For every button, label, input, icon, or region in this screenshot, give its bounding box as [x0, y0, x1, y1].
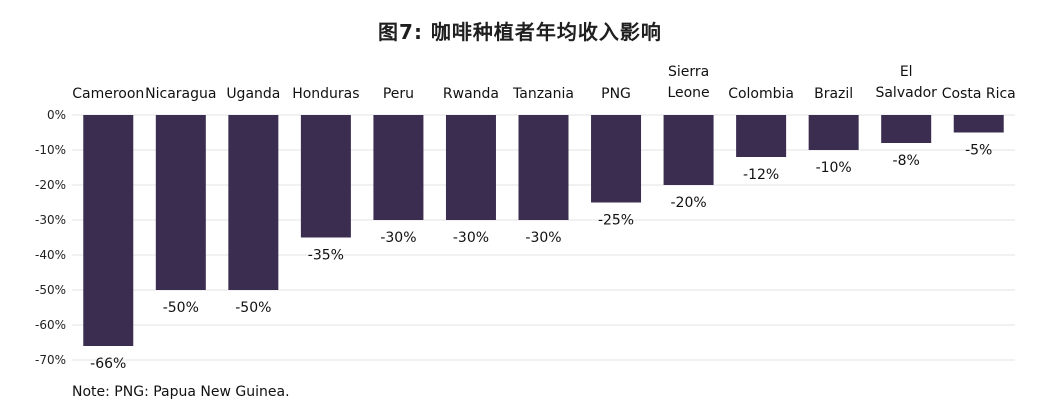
data-label: -10%: [816, 160, 852, 176]
category-label: Brazil: [814, 86, 853, 102]
data-label: -8%: [893, 153, 920, 169]
data-label: -30%: [525, 230, 561, 246]
category-label: Nicaragua: [145, 86, 216, 102]
category-label: Rwanda: [443, 86, 499, 102]
data-label: -66%: [90, 356, 126, 372]
category-labels: Cameroon Nicaragua Uganda Honduras Peru Rwand…: [72, 64, 1016, 102]
category-label: Sierra: [668, 64, 709, 80]
bar: [591, 115, 642, 203]
bar: [445, 115, 496, 220]
data-labels: -66% -50% -50% -35% -30% -30% -30% -25% -20% -12%…: [90, 143, 992, 373]
y-tick-label: -40%: [35, 248, 66, 262]
data-label: -50%: [235, 300, 271, 316]
data-label: -20%: [670, 195, 706, 211]
bars: [83, 115, 1004, 346]
category-label: Uganda: [226, 86, 280, 102]
bar: [881, 115, 932, 143]
data-label: -35%: [308, 248, 344, 264]
category-label: PNG: [601, 86, 631, 102]
data-label: -30%: [380, 230, 416, 246]
bar: [953, 115, 1004, 133]
footnote: Note: PNG: Papua New Guinea.: [72, 384, 290, 400]
y-tick-label: -10%: [35, 143, 66, 157]
bar: [228, 115, 279, 290]
y-tick-label: -30%: [35, 213, 66, 227]
data-label: -12%: [743, 167, 779, 183]
data-label: -30%: [453, 230, 489, 246]
category-label: Honduras: [292, 86, 359, 102]
category-label: Salvador: [875, 85, 937, 101]
category-label: Cameroon: [72, 86, 144, 102]
bar: [663, 115, 714, 185]
data-label: -50%: [163, 300, 199, 316]
bar: [736, 115, 787, 157]
y-tick-label: -50%: [35, 283, 66, 297]
category-label: Tanzania: [512, 86, 574, 102]
bar: [373, 115, 424, 220]
y-tick-label: 0%: [47, 108, 66, 122]
y-tick-label: -60%: [35, 318, 66, 332]
category-label: Peru: [383, 86, 414, 102]
y-tick-label: -20%: [35, 178, 66, 192]
y-axis-ticks: 0% -10% -20% -30% -40% -50% -60% -70%: [35, 108, 66, 367]
bar: [83, 115, 134, 346]
data-label: -25%: [598, 213, 634, 229]
y-tick-label: -70%: [35, 353, 66, 367]
category-label: El: [900, 64, 913, 80]
bar: [300, 115, 351, 238]
chart-title: 图7: 咖啡种植者年均收入影响: [378, 20, 662, 44]
category-label: Colombia: [728, 86, 794, 102]
category-label: Costa Rica: [942, 86, 1016, 102]
bar: [155, 115, 206, 290]
category-label: Leone: [667, 85, 709, 101]
data-label: -5%: [965, 143, 992, 159]
bar: [808, 115, 859, 150]
bar: [518, 115, 569, 220]
